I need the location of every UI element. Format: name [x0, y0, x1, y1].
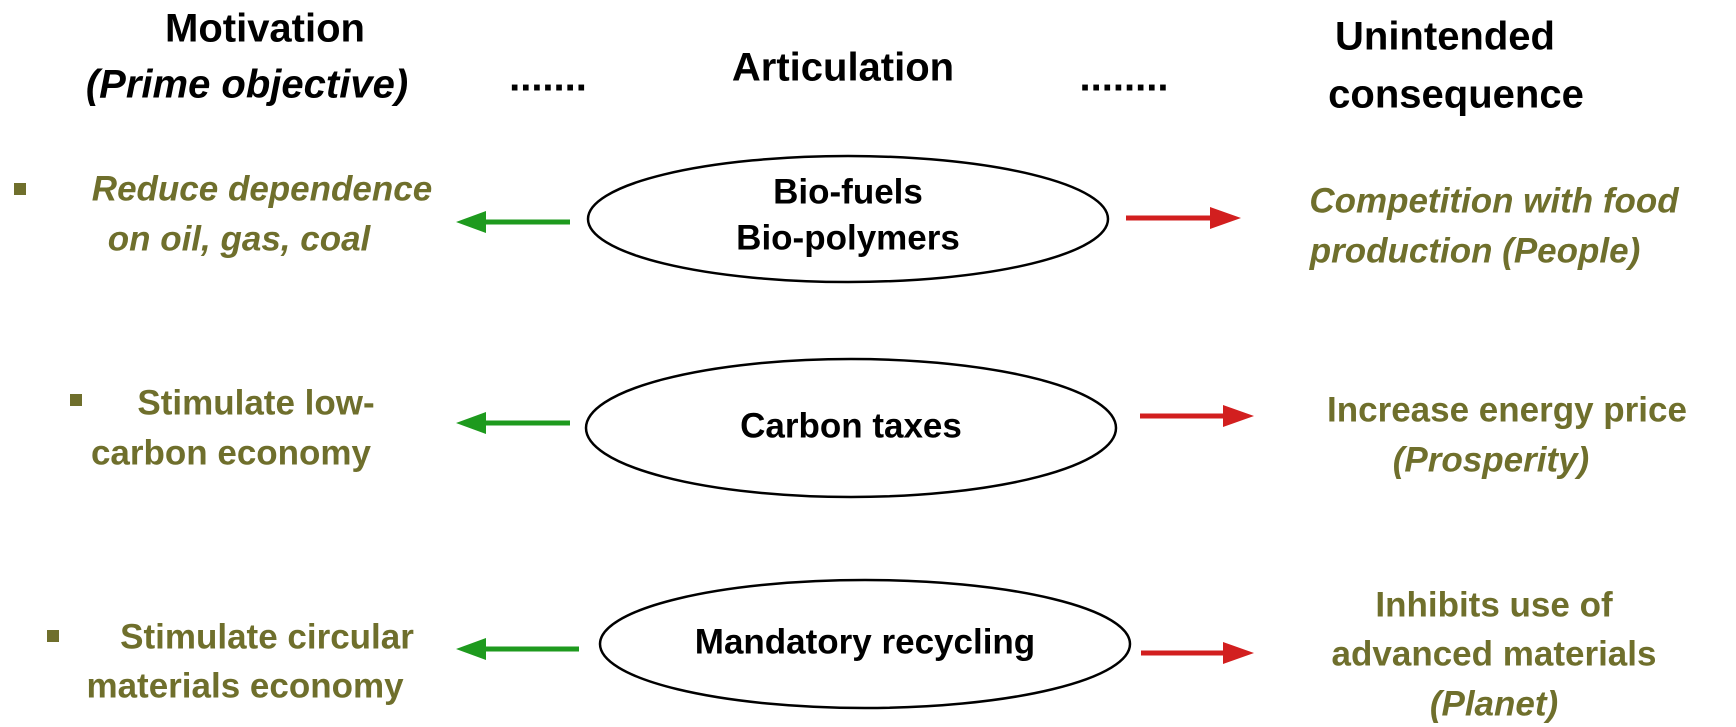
ellipse	[598, 578, 1132, 710]
consequence: advanced materials	[1332, 634, 1657, 673]
header-motivation-sub: (Prime objective)	[86, 63, 408, 107]
consequence: Inhibits use of	[1375, 585, 1613, 624]
consequence: Competition with food	[1309, 181, 1679, 220]
articulation: Bio-fuels	[773, 172, 923, 211]
articulation: Carbon taxes	[740, 406, 962, 445]
separator: .......	[509, 56, 587, 100]
bullet	[14, 183, 26, 195]
arrow-head	[456, 211, 486, 233]
articulation: Bio-polymers	[736, 218, 960, 257]
arrow-head	[456, 638, 486, 660]
separator: ........	[1080, 56, 1169, 100]
bullet	[47, 630, 59, 642]
motivation: carbon economy	[91, 433, 372, 472]
articulation: Mandatory recycling	[695, 622, 1035, 661]
bullet	[70, 394, 82, 406]
header-articulation: Articulation	[732, 46, 954, 90]
ellipse	[586, 154, 1110, 284]
ellipse	[584, 357, 1118, 499]
header-motivation: Motivation	[165, 7, 365, 51]
motivation: materials economy	[86, 666, 404, 705]
arrow-head	[1223, 405, 1254, 427]
motivation: Stimulate low-	[137, 383, 374, 422]
consequence: (Prosperity)	[1393, 440, 1589, 479]
arrow-head	[1210, 207, 1241, 229]
motivation: on oil, gas, coal	[108, 219, 372, 258]
consequence: (Planet)	[1430, 684, 1558, 723]
header-consequence: consequence	[1328, 73, 1584, 117]
consequence: production (People)	[1309, 231, 1641, 270]
header-consequence: Unintended	[1335, 15, 1555, 59]
arrow-head	[456, 412, 486, 434]
consequence: Increase energy price	[1327, 390, 1687, 429]
motivation: Reduce dependence	[92, 169, 432, 208]
arrow-head	[1223, 642, 1254, 664]
motivation: Stimulate circular	[120, 617, 414, 656]
